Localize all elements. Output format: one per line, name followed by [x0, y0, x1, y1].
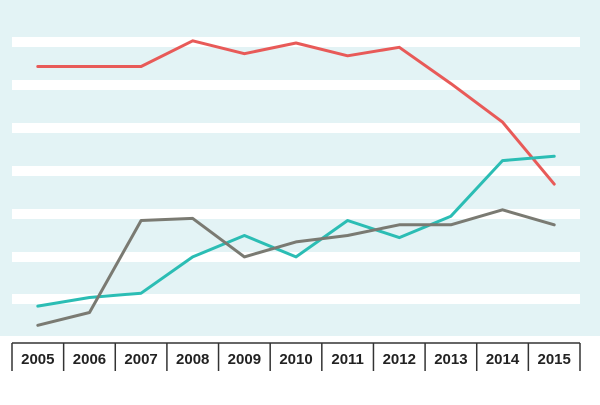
- x-tick-label: 2005: [21, 351, 54, 368]
- series-line-3: [36, 208, 556, 327]
- series-line-1: [36, 39, 556, 186]
- x-tick-label: 2015: [537, 351, 570, 368]
- x-tick-label: 2014: [486, 351, 520, 368]
- gridline-stripe: [12, 294, 580, 304]
- series-line-2: [36, 154, 556, 308]
- gridline-stripe: [12, 80, 580, 90]
- x-tick-label: 2010: [279, 351, 312, 368]
- x-axis: 2005 2006 2007 2008 2009 2010 2011 2012 2013 2014…: [11, 342, 581, 371]
- x-tick-label: 2012: [383, 351, 416, 368]
- series-lines: [36, 39, 556, 327]
- gridline-stripe: [12, 166, 580, 176]
- gridline-stripe: [12, 123, 580, 133]
- x-tick-label: 2008: [176, 351, 209, 368]
- x-tick-label: 2007: [124, 351, 157, 368]
- x-tick-label: 2009: [228, 351, 261, 368]
- x-tick-label: 2011: [331, 351, 364, 368]
- x-tick-label: 2006: [73, 351, 106, 368]
- gridline-stripe: [12, 209, 580, 219]
- x-tick-label: 2013: [434, 351, 467, 368]
- background-bands: [0, 0, 600, 336]
